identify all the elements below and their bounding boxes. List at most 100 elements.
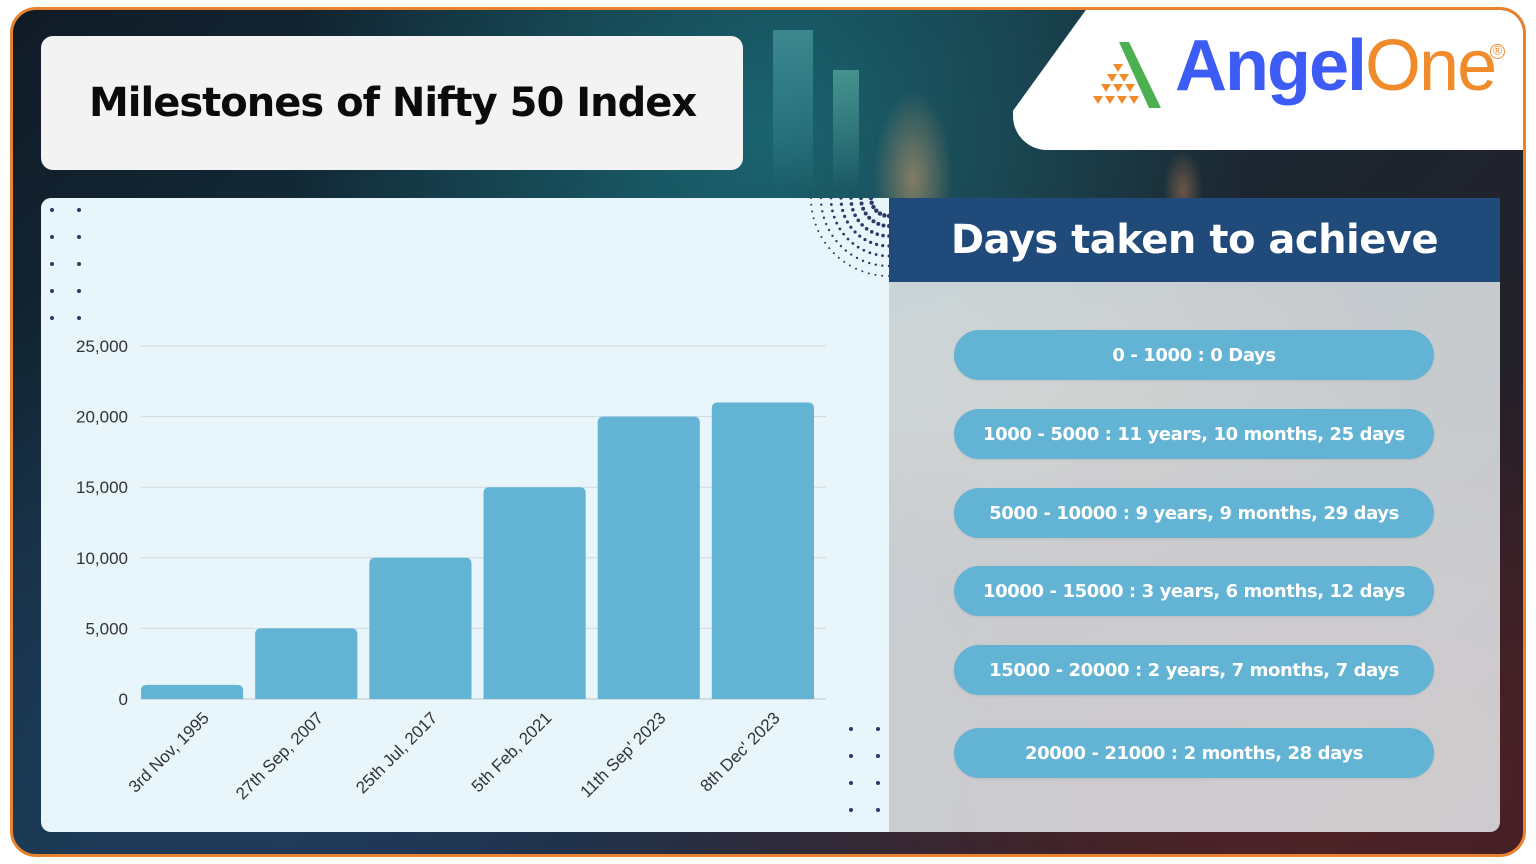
dot-icon bbox=[874, 242, 879, 246]
logo-card: AngelOne ® bbox=[1013, 10, 1523, 150]
x-tick-label: 8th Dec' 2023 bbox=[697, 708, 784, 795]
bar-chart: 0 5,000 10,000 15,000 20,000 25,000 3rd Nov, 1… bbox=[76, 337, 826, 803]
dot-icon bbox=[77, 235, 81, 239]
dot-icon bbox=[829, 198, 833, 200]
dot-icon bbox=[845, 220, 850, 224]
milestone-pill: 1000 - 5000 : 11 years, 10 months, 25 da… bbox=[954, 409, 1434, 459]
dot-icon bbox=[849, 225, 853, 229]
dot-icon bbox=[887, 244, 889, 248]
dot-icon bbox=[869, 240, 873, 244]
dot-icon bbox=[869, 230, 874, 234]
x-tick-label: 25th Jul, 2017 bbox=[352, 708, 441, 797]
y-tick-label: 15,000 bbox=[76, 478, 128, 497]
bar bbox=[483, 487, 586, 699]
milestone-pill: 20000 - 21000 : 2 months, 28 days bbox=[954, 728, 1434, 778]
dot-icon bbox=[810, 203, 813, 206]
dot-icon bbox=[832, 252, 835, 255]
days-taken-panel: Days taken to achieve 0 - 1000 : 0 Days … bbox=[889, 198, 1500, 832]
bar bbox=[597, 416, 700, 699]
y-tick-label: 25,000 bbox=[76, 337, 128, 356]
y-tick-label: 5,000 bbox=[85, 619, 128, 638]
dot-icon bbox=[835, 239, 838, 243]
bar bbox=[711, 402, 814, 699]
brand-name-part2: One bbox=[1365, 26, 1497, 106]
background-light-streak bbox=[773, 30, 813, 190]
days-taken-title: Days taken to achieve bbox=[950, 217, 1439, 263]
x-tick-label: 11th Sep' 2023 bbox=[577, 708, 670, 801]
dot-icon bbox=[861, 259, 865, 263]
dot-icon bbox=[842, 232, 846, 236]
dot-icon bbox=[855, 267, 858, 270]
dot-icon bbox=[821, 210, 824, 213]
decorative-radial-dots bbox=[810, 198, 889, 277]
dot-icon bbox=[874, 263, 877, 266]
dot-icon bbox=[50, 262, 54, 266]
slide-frame: Milestones of Nifty 50 Index AngelOne ® bbox=[10, 7, 1526, 857]
dot-icon bbox=[837, 256, 840, 259]
dot-icon bbox=[849, 202, 854, 206]
dot-icon bbox=[820, 203, 823, 206]
dot-icon bbox=[860, 223, 864, 227]
dot-icon bbox=[50, 208, 54, 212]
dot-icon bbox=[856, 218, 861, 223]
dot-icon bbox=[881, 274, 884, 277]
x-tick-label: 27th Sep, 2007 bbox=[232, 708, 327, 803]
dot-icon bbox=[867, 215, 872, 220]
bar bbox=[369, 557, 472, 699]
dot-icon bbox=[77, 208, 81, 212]
x-tick-label: 3rd Nov, 1995 bbox=[125, 708, 213, 796]
days-taken-header: Days taken to achieve bbox=[889, 198, 1500, 282]
y-tick-label: 10,000 bbox=[76, 549, 128, 568]
dot-icon bbox=[824, 222, 828, 226]
y-tick-label: 20,000 bbox=[76, 408, 128, 427]
brand-name-part1: Angel bbox=[1175, 26, 1367, 106]
angel-one-logo-icon bbox=[1093, 42, 1161, 108]
x-tick-label: 5th Feb, 2021 bbox=[468, 708, 556, 796]
dot-icon bbox=[881, 243, 885, 248]
bar bbox=[141, 684, 244, 699]
dot-icon bbox=[862, 248, 866, 252]
dot-icon bbox=[868, 198, 874, 201]
dot-icon bbox=[859, 198, 863, 200]
dot-icon bbox=[881, 223, 886, 228]
dot-icon bbox=[849, 808, 853, 812]
dot-icon bbox=[819, 198, 823, 200]
dot-icon bbox=[868, 261, 871, 265]
dot-icon bbox=[858, 234, 862, 238]
dot-icon bbox=[50, 235, 54, 239]
dot-icon bbox=[887, 234, 889, 238]
dot-icon bbox=[827, 228, 831, 232]
dot-icon bbox=[871, 219, 876, 224]
dot-icon bbox=[871, 204, 876, 210]
dot-icon bbox=[869, 200, 874, 205]
dot-icon bbox=[849, 264, 851, 267]
dot-icon bbox=[77, 316, 81, 320]
dot-icon bbox=[822, 216, 826, 219]
dot-icon bbox=[831, 234, 834, 237]
dot-icon bbox=[853, 230, 857, 234]
dot-icon bbox=[861, 206, 866, 211]
dot-icon bbox=[887, 224, 889, 228]
dot-icon bbox=[874, 273, 877, 276]
dot-icon bbox=[887, 264, 889, 268]
dot-icon bbox=[853, 213, 857, 218]
dot-icon bbox=[849, 198, 853, 200]
dot-icon bbox=[814, 223, 817, 226]
registered-mark-icon: ® bbox=[1490, 44, 1505, 59]
dot-icon bbox=[812, 217, 815, 220]
dot-icon bbox=[841, 208, 845, 213]
dot-icon bbox=[876, 727, 880, 731]
brand-wordmark: AngelOne bbox=[1175, 30, 1497, 102]
decorative-dots-top-left bbox=[50, 208, 81, 320]
dot-icon bbox=[876, 221, 881, 226]
dot-icon bbox=[50, 289, 54, 293]
bull-horn-shape bbox=[873, 90, 953, 200]
dot-icon bbox=[831, 209, 834, 213]
dot-icon bbox=[855, 256, 859, 260]
dot-icon bbox=[874, 253, 878, 256]
page-title: Milestones of Nifty 50 Index bbox=[89, 80, 697, 126]
dot-icon bbox=[843, 214, 847, 218]
dot-icon bbox=[843, 260, 846, 263]
dot-icon bbox=[817, 229, 820, 232]
dot-icon bbox=[832, 215, 836, 219]
